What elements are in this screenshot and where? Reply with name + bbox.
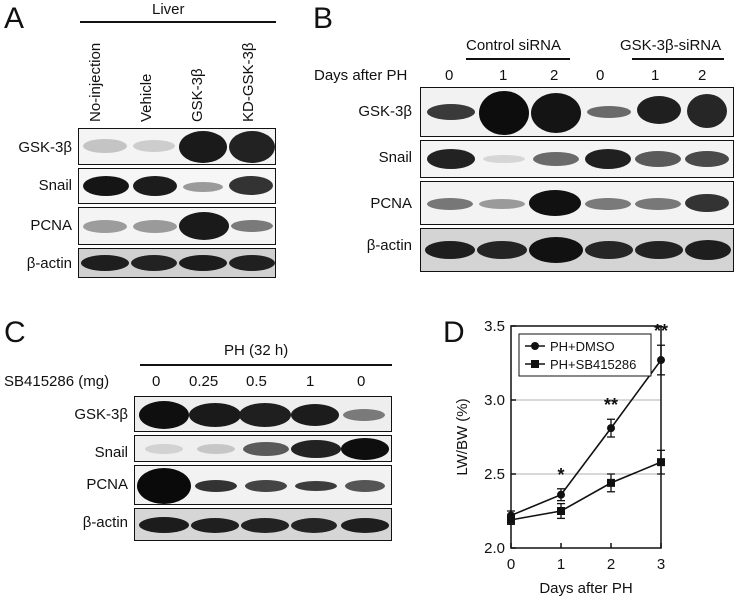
panel-a-blot-gsk3b xyxy=(78,128,276,165)
legend-label: PH+DMSO xyxy=(550,339,615,354)
y-tick-label: 2.0 xyxy=(484,540,505,557)
x-tick-label: 0 xyxy=(507,556,515,573)
panel-c-blot-pcna xyxy=(134,465,392,505)
panel-b-day-label: 1 xyxy=(499,67,508,84)
panel-c-dose: 1 xyxy=(306,373,315,390)
significance-mark: * xyxy=(557,465,564,485)
panel-b-blot-gsk3b xyxy=(420,87,734,137)
panel-c-blot-snail xyxy=(134,435,392,462)
legend-box xyxy=(518,333,652,377)
legend-label: PH+SB415286 xyxy=(550,357,636,372)
panel-b-blot-snail xyxy=(420,140,734,178)
panel-a-group-line xyxy=(80,21,276,23)
panel-b-day-label: 2 xyxy=(698,67,707,84)
y-axis-label: LW/BW (%) xyxy=(454,398,471,475)
data-point xyxy=(607,424,615,433)
data-point xyxy=(607,478,615,487)
y-tick-label: 3.0 xyxy=(484,392,505,409)
panel-c-row-label: β-actin xyxy=(82,514,128,531)
panel-b-group2-line xyxy=(632,58,724,60)
panel-b-row-label: PCNA xyxy=(370,195,412,212)
x-tick-label: 3 xyxy=(657,556,665,573)
series-line xyxy=(510,461,662,521)
panel-a-blot-actin xyxy=(78,248,276,278)
y-tick-label: 3.5 xyxy=(484,318,505,335)
legend-marker xyxy=(531,360,539,368)
panel-a-group-label: Liver xyxy=(152,1,185,18)
panel-a-letter: A xyxy=(4,2,25,35)
panel-c-group-line xyxy=(140,364,392,366)
data-point xyxy=(557,490,565,499)
panel-b-day-label: 2 xyxy=(550,67,559,84)
panel-c-blot-actin xyxy=(134,508,392,541)
panel-b-group1-line xyxy=(466,58,570,60)
panel-a-row-label: β-actin xyxy=(26,255,72,272)
panel-c-row-label: Snail xyxy=(94,444,128,461)
panel-b-letter: B xyxy=(313,2,334,35)
panel-a-row-label: GSK-3β xyxy=(18,139,72,156)
data-point xyxy=(657,356,665,365)
plot-frame xyxy=(510,325,662,549)
panel-c-dose: 0.5 xyxy=(246,373,267,390)
series-line xyxy=(510,359,662,517)
panel-b-days-label: Days after PH xyxy=(314,67,408,84)
data-point xyxy=(557,507,565,515)
panel-a-blot-snail xyxy=(78,168,276,204)
panel-d-letter: D xyxy=(443,316,465,349)
y-tick-label: 2.5 xyxy=(484,466,505,483)
panel-a-row-label: PCNA xyxy=(30,217,72,234)
panel-c-dose: 0.25 xyxy=(189,373,219,390)
significance-mark: ** xyxy=(604,395,618,415)
panel-b-day-label: 0 xyxy=(596,67,605,84)
panel-c-letter: C xyxy=(4,316,26,349)
panel-c-dose: 0 xyxy=(152,373,161,390)
panel-b-group2-label: GSK-3β-siRNA xyxy=(620,37,722,54)
panel-b-row-label: Snail xyxy=(378,149,412,166)
panel-a-blot-pcna xyxy=(78,207,276,245)
legend-marker xyxy=(531,342,539,350)
x-tick-label: 2 xyxy=(607,556,615,573)
x-tick-label: 1 xyxy=(557,556,565,573)
panel-b-day-label: 0 xyxy=(445,67,454,84)
panel-b-row-label: GSK-3β xyxy=(358,103,412,120)
panel-b-blot-pcna xyxy=(420,181,734,225)
data-point xyxy=(507,515,515,524)
panel-b-blot-actin xyxy=(420,228,734,272)
panel-c-dose-label: SB415286 (mg) xyxy=(4,373,110,390)
panel-b-day-label: 1 xyxy=(651,67,660,84)
panel-c-blot-gsk3b xyxy=(134,396,392,432)
data-point xyxy=(657,458,665,467)
significance-mark: ** xyxy=(654,321,668,341)
panel-a-row-label: Snail xyxy=(38,177,72,194)
panel-b-group1-label: Control siRNA xyxy=(466,37,562,54)
panel-b-row-label: β-actin xyxy=(366,237,412,254)
panel-c-group-label: PH (32 h) xyxy=(224,342,289,359)
panel-c-dose: 0 xyxy=(357,373,366,390)
x-axis-label: Days after PH xyxy=(539,580,632,597)
panel-c-row-label: GSK-3β xyxy=(74,406,128,423)
panel-c-row-label: PCNA xyxy=(86,476,128,493)
